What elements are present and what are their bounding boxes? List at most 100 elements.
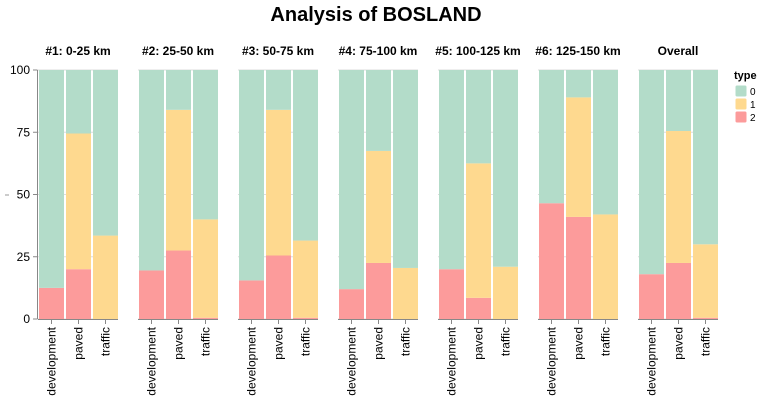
x-tick-label: traffic (499, 327, 513, 356)
x-tick-label: paved (672, 327, 686, 360)
bar-segment-type-0 (493, 70, 518, 267)
facet-title: Overall (658, 44, 699, 58)
bar-segment-type-2 (466, 297, 491, 319)
bar-segment-type-0 (266, 70, 291, 110)
bar-segment-type-0 (239, 70, 264, 281)
bar-segment-type-0 (693, 70, 718, 245)
bar-segment-type-0 (539, 70, 564, 204)
bar-segment-type-0 (139, 70, 164, 271)
x-tick-label: paved (572, 327, 586, 360)
bar-segment-type-1 (293, 240, 318, 318)
bar-segment-type-0 (39, 70, 64, 288)
bar-segment-type-2 (39, 287, 64, 319)
facet: #5: 100-125 km development paved traffic (435, 44, 520, 396)
facet-title: #3: 50-75 km (242, 44, 314, 58)
facet: #6: 125-150 km development paved traffic (535, 44, 620, 396)
bar-segment-type-0 (366, 70, 391, 151)
facet: #3: 50-75 km development paved traffic (238, 44, 318, 396)
facet-title: #5: 100-125 km (435, 44, 520, 58)
legend-swatch (735, 98, 747, 110)
facet: #4: 75-100 km development paved traffic (338, 44, 418, 396)
y-tick-label: 0 (23, 312, 30, 326)
facet-title: #4: 75-100 km (339, 44, 418, 58)
x-tick-label: traffic (399, 327, 413, 356)
x-tick-label: development (445, 326, 459, 395)
bar-segment-type-0 (293, 70, 318, 241)
legend-swatch (735, 85, 747, 97)
x-tick-label: development (345, 326, 359, 395)
x-tick-label: development (645, 326, 659, 395)
bar-segment-type-0 (93, 70, 118, 236)
facet: #1: 0-25 km development paved traffic (38, 44, 118, 396)
bar-segment-type-2 (539, 203, 564, 319)
x-tick-label: development (545, 326, 559, 395)
bar-segment-type-0 (66, 70, 91, 134)
x-tick-label: paved (172, 327, 186, 360)
bar-segment-type-0 (666, 70, 691, 132)
bar-segment-type-2 (166, 250, 191, 319)
bar-segment-type-1 (566, 97, 591, 217)
facet-title: #1: 0-25 km (45, 44, 110, 58)
facet-title: #2: 25-50 km (142, 44, 214, 58)
legend-label: 0 (750, 87, 756, 98)
bar-segment-type-2 (139, 270, 164, 319)
legend: type 0 1 2 (734, 70, 757, 124)
y-tick-label: 75 (17, 125, 31, 139)
bar-segment-type-1 (166, 109, 191, 251)
facet-title: #6: 125-150 km (535, 44, 620, 58)
bar-segment-type-2 (366, 262, 391, 319)
bar-segment-type-1 (93, 235, 118, 319)
legend-title: type (734, 70, 757, 82)
legend-label: 1 (750, 100, 756, 111)
bar-segment-type-0 (193, 70, 218, 220)
x-tick-label: traffic (199, 327, 213, 356)
x-tick-label: paved (272, 327, 286, 360)
legend-label: 2 (750, 113, 756, 124)
bar-segment-type-2 (193, 317, 218, 319)
x-tick-label: traffic (299, 327, 313, 356)
y-tick-label: 100 (10, 63, 30, 77)
bar-segment-type-1 (666, 131, 691, 263)
facet: #2: 25-50 km development paved traffic (138, 44, 218, 396)
bar-segment-type-1 (593, 214, 618, 319)
x-tick-label: development (245, 326, 259, 395)
bar-segment-type-2 (639, 274, 664, 319)
bar-segment-type-2 (339, 289, 364, 319)
bar-segment-type-1 (493, 266, 518, 319)
bar-segment-type-2 (293, 317, 318, 319)
bar-segment-type-2 (693, 317, 718, 319)
bar-segment-type-0 (166, 70, 191, 110)
bar-segment-type-1 (393, 267, 418, 319)
y-tick-label: 25 (17, 250, 31, 264)
x-tick-label: traffic (699, 327, 713, 356)
bar-segment-type-2 (439, 269, 464, 319)
chart-title: Analysis of BOSLAND (270, 4, 481, 26)
bar-segment-type-1 (693, 244, 718, 318)
bar-segment-type-1 (66, 133, 91, 270)
x-tick-label: paved (472, 327, 486, 360)
bar-segment-type-0 (593, 70, 618, 215)
x-tick-label: development (45, 326, 59, 395)
y-axis: 0 25 50 75 100 (5, 63, 38, 326)
bar-segment-type-1 (266, 109, 291, 256)
x-tick-label: traffic (599, 327, 613, 356)
y-tick-label: 50 (17, 188, 31, 202)
bar-segment-type-2 (566, 216, 591, 319)
x-tick-label: paved (72, 327, 86, 360)
facet: Overall development paved traffic (638, 44, 718, 396)
bar-segment-type-0 (639, 70, 664, 275)
x-tick-label: traffic (99, 327, 113, 356)
x-tick-label: paved (372, 327, 386, 360)
bar-segment-type-1 (193, 219, 218, 318)
bar-segment-type-2 (666, 262, 691, 319)
legend-entries: 0 1 2 (735, 85, 756, 124)
bar-segment-type-1 (366, 150, 391, 263)
bar-segment-type-2 (66, 269, 91, 319)
bar-segment-type-0 (439, 70, 464, 270)
x-tick-label: development (145, 326, 159, 395)
bar-segment-type-1 (466, 163, 491, 298)
legend-swatch (735, 111, 747, 123)
bar-segment-type-2 (239, 280, 264, 319)
bar-segment-type-2 (266, 255, 291, 319)
